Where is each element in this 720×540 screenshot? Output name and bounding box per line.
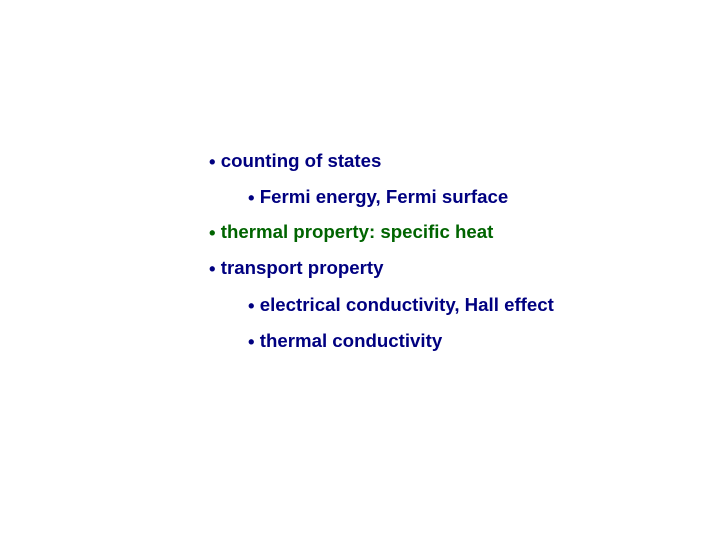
bullet-line-3: • transport property [209, 257, 383, 280]
bullet-icon: • [209, 151, 216, 173]
slide: • counting of states • Fermi energy, Fer… [0, 0, 720, 540]
bullet-line-1: • Fermi energy, Fermi surface [248, 186, 508, 209]
line-text: electrical conductivity, Hall effect [260, 294, 554, 315]
line-text: thermal conductivity [260, 330, 442, 351]
line-text: thermal property: specific heat [221, 221, 494, 242]
bullet-icon: • [209, 258, 216, 280]
line-text: transport property [221, 257, 384, 278]
bullet-icon: • [248, 187, 255, 209]
bullet-line-4: • electrical conductivity, Hall effect [248, 294, 554, 317]
bullet-icon: • [248, 295, 255, 317]
bullet-line-0: • counting of states [209, 150, 381, 173]
bullet-line-2: • thermal property: specific heat [209, 221, 493, 244]
line-text: counting of states [221, 150, 382, 171]
bullet-line-5: • thermal conductivity [248, 330, 442, 353]
bullet-icon: • [209, 222, 216, 244]
bullet-icon: • [248, 331, 255, 353]
line-text: Fermi energy, Fermi surface [260, 186, 509, 207]
